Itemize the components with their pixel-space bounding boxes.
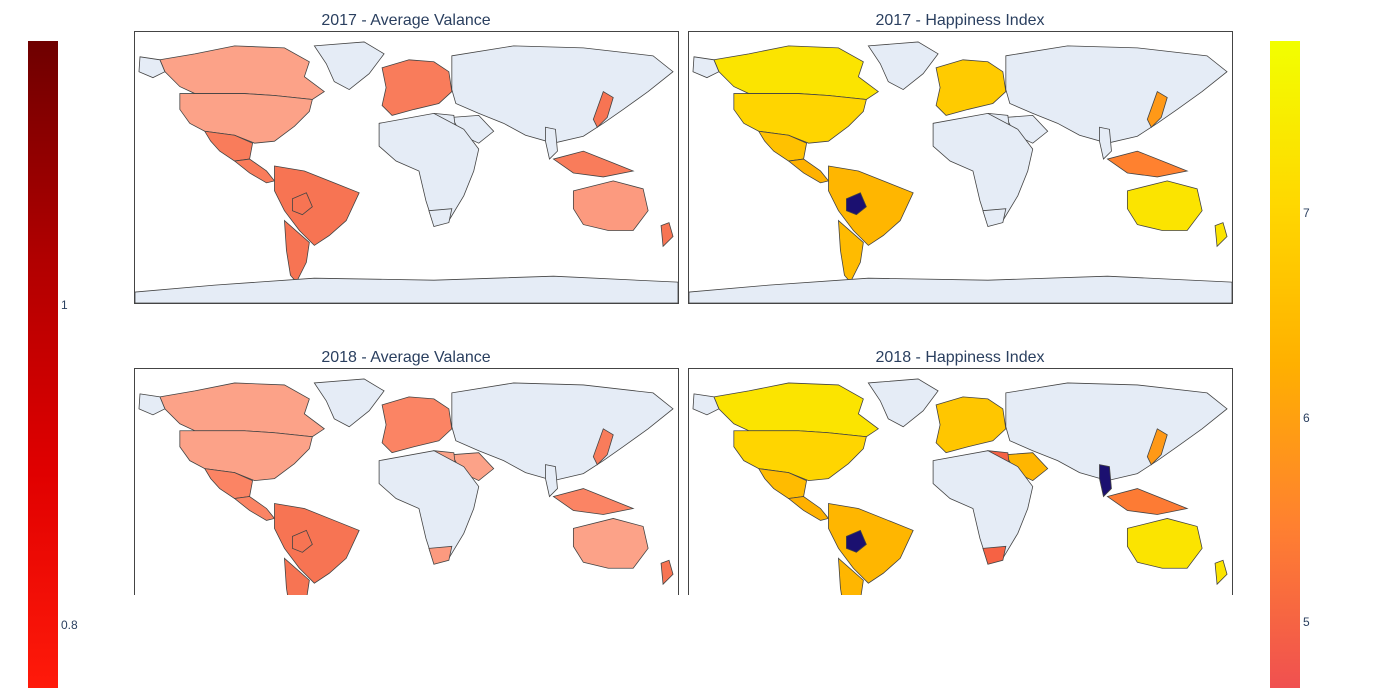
region-japan[interactable] bbox=[592, 90, 614, 128]
region-greenland[interactable] bbox=[867, 378, 939, 428]
region-south-africa[interactable] bbox=[428, 545, 453, 565]
valence-tick-1: 1 bbox=[61, 298, 68, 312]
region-argentina[interactable] bbox=[837, 557, 864, 595]
region-nz[interactable] bbox=[1214, 222, 1228, 248]
region-bolivia[interactable] bbox=[292, 529, 313, 553]
region-japan[interactable] bbox=[1146, 428, 1168, 466]
region-canada[interactable] bbox=[713, 45, 879, 100]
region-europe[interactable] bbox=[381, 396, 453, 454]
happiness-tick-6: 6 bbox=[1303, 411, 1310, 425]
region-south-africa[interactable] bbox=[982, 545, 1007, 565]
region-central-america[interactable] bbox=[233, 158, 276, 184]
region-canada[interactable] bbox=[159, 45, 325, 100]
region-antarctica[interactable] bbox=[689, 275, 1232, 303]
region-japan[interactable] bbox=[592, 428, 614, 466]
map-title-2017-valence: 2017 - Average Valance bbox=[321, 12, 491, 29]
region-vietnam[interactable] bbox=[545, 464, 558, 498]
map-2017-valence[interactable] bbox=[134, 31, 679, 304]
region-south-africa[interactable] bbox=[982, 208, 1007, 228]
region-asia[interactable] bbox=[451, 382, 674, 482]
region-central-america[interactable] bbox=[787, 496, 830, 521]
valence-colorbar bbox=[28, 41, 58, 688]
region-europe[interactable] bbox=[935, 396, 1007, 454]
region-south-africa[interactable] bbox=[428, 208, 453, 228]
map-title-2018-valence: 2018 - Average Valance bbox=[321, 349, 491, 366]
region-nz[interactable] bbox=[660, 222, 674, 248]
map-2018-happiness[interactable] bbox=[688, 368, 1233, 595]
region-bolivia[interactable] bbox=[292, 192, 313, 216]
region-central-america[interactable] bbox=[233, 496, 276, 521]
region-australia[interactable] bbox=[572, 518, 649, 569]
region-usa[interactable] bbox=[179, 430, 313, 481]
region-australia[interactable] bbox=[572, 180, 649, 231]
region-south-america[interactable] bbox=[274, 503, 360, 584]
region-greenland[interactable] bbox=[313, 378, 385, 428]
region-bolivia[interactable] bbox=[846, 192, 867, 216]
region-japan[interactable] bbox=[1146, 90, 1168, 128]
map-title-2018-happiness: 2018 - Happiness Index bbox=[875, 349, 1045, 366]
region-asia[interactable] bbox=[1005, 382, 1228, 482]
region-asia[interactable] bbox=[1005, 45, 1228, 144]
happiness-tick-5: 5 bbox=[1303, 615, 1310, 629]
region-asia[interactable] bbox=[451, 45, 674, 144]
region-bolivia[interactable] bbox=[846, 529, 867, 553]
region-vietnam[interactable] bbox=[545, 126, 558, 160]
region-australia[interactable] bbox=[1126, 518, 1203, 569]
region-se-asia[interactable] bbox=[1106, 488, 1189, 515]
region-alaska[interactable] bbox=[138, 393, 166, 416]
region-argentina[interactable] bbox=[283, 557, 310, 595]
region-nz[interactable] bbox=[1214, 559, 1228, 586]
region-africa[interactable] bbox=[378, 112, 480, 227]
map-2017-happiness[interactable] bbox=[688, 31, 1233, 304]
region-antarctica[interactable] bbox=[135, 275, 678, 303]
region-alaska[interactable] bbox=[692, 56, 720, 79]
region-greenland[interactable] bbox=[313, 41, 385, 91]
valence-tick-0-8: 0.8 bbox=[61, 618, 78, 632]
region-australia[interactable] bbox=[1126, 180, 1203, 231]
region-alaska[interactable] bbox=[692, 393, 720, 416]
region-africa[interactable] bbox=[378, 450, 480, 564]
region-canada[interactable] bbox=[713, 382, 879, 438]
region-vietnam[interactable] bbox=[1099, 126, 1112, 160]
region-vietnam[interactable] bbox=[1099, 464, 1112, 498]
region-alaska[interactable] bbox=[138, 56, 166, 79]
region-se-asia[interactable] bbox=[552, 488, 635, 515]
region-africa[interactable] bbox=[932, 450, 1034, 564]
region-canada[interactable] bbox=[159, 382, 325, 438]
region-europe[interactable] bbox=[381, 59, 453, 116]
region-se-asia[interactable] bbox=[1106, 150, 1189, 178]
map-title-2017-happiness: 2017 - Happiness Index bbox=[875, 12, 1045, 29]
region-europe[interactable] bbox=[935, 59, 1007, 116]
region-south-america[interactable] bbox=[828, 503, 914, 584]
happiness-colorbar bbox=[1270, 41, 1300, 688]
region-usa[interactable] bbox=[179, 93, 313, 144]
region-africa[interactable] bbox=[932, 112, 1034, 227]
region-se-asia[interactable] bbox=[552, 150, 635, 178]
region-greenland[interactable] bbox=[867, 41, 939, 91]
map-2018-valence[interactable] bbox=[134, 368, 679, 595]
region-central-america[interactable] bbox=[787, 158, 830, 184]
region-usa[interactable] bbox=[733, 93, 867, 144]
region-south-america[interactable] bbox=[828, 165, 914, 246]
region-usa[interactable] bbox=[733, 430, 867, 481]
region-south-america[interactable] bbox=[274, 165, 360, 246]
region-nz[interactable] bbox=[660, 559, 674, 586]
happiness-tick-7: 7 bbox=[1303, 206, 1310, 220]
